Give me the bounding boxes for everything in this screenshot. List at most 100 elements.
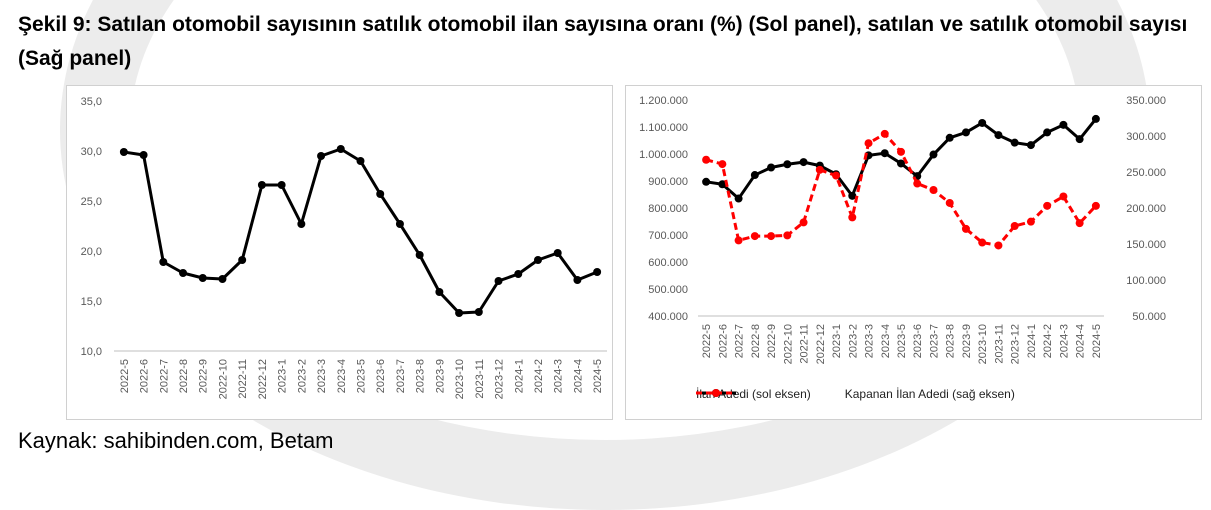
data-point-kapanan xyxy=(783,231,792,240)
data-point xyxy=(395,220,404,228)
data-point-kapanan xyxy=(832,171,841,180)
x-tick-label: 2023-1 xyxy=(277,359,289,393)
x-tick-label: 2023-8 xyxy=(415,359,427,393)
y-tick-label: 20,0 xyxy=(81,246,102,258)
x-tick-label: 2024-1 xyxy=(513,359,525,393)
data-point xyxy=(474,308,483,316)
x-tick-label: 2022-6 xyxy=(717,324,729,358)
x-tick-label: 2023-3 xyxy=(316,359,328,393)
x-tick-label: 2023-5 xyxy=(356,359,368,393)
data-point-kapanan xyxy=(913,179,922,188)
data-point-kapanan xyxy=(994,241,1003,250)
data-point-kapanan xyxy=(961,224,970,233)
chart-legend: İlan Adedi (sol eksen) Kapanan İlan Aded… xyxy=(696,387,1043,401)
data-point-ilan xyxy=(961,128,970,137)
data-point xyxy=(198,274,207,282)
data-point-ilan xyxy=(783,160,792,169)
y-left-tick-label: 1.200.000 xyxy=(639,95,688,107)
figure-title: Şekil 9: Satılan otomobil sayısının satı… xyxy=(18,13,1188,70)
y-left-tick-label: 1.100.000 xyxy=(639,122,688,134)
y-tick-label: 15,0 xyxy=(81,296,102,308)
data-point xyxy=(119,148,128,156)
y-right-tick-label: 250.000 xyxy=(1126,167,1166,179)
x-tick-label: 2023-3 xyxy=(864,324,876,358)
data-point-ilan xyxy=(734,194,743,203)
x-tick-label: 2024-5 xyxy=(592,359,604,393)
y-left-tick-label: 1.000.000 xyxy=(639,149,688,161)
data-point xyxy=(336,145,345,153)
x-tick-label: 2023-6 xyxy=(912,324,924,358)
y-right-tick-label: 150.000 xyxy=(1126,239,1166,251)
data-point-kapanan xyxy=(1043,201,1052,210)
data-point xyxy=(573,276,582,284)
x-tick-label: 2022-8 xyxy=(178,359,190,393)
data-point xyxy=(139,151,148,159)
data-point-kapanan xyxy=(702,155,711,164)
series-line-oran xyxy=(123,147,598,315)
x-tick-label: 2023-1 xyxy=(831,324,843,358)
x-tick-label: 2023-7 xyxy=(395,359,407,393)
data-point xyxy=(415,251,424,259)
x-tick-label: 2023-7 xyxy=(928,324,940,358)
data-point-kapanan xyxy=(750,232,759,241)
data-point-kapanan xyxy=(718,160,727,169)
data-point-kapanan xyxy=(897,147,905,156)
y-right-tick-label: 50.000 xyxy=(1132,311,1166,323)
y-left-tick-label: 900.000 xyxy=(648,176,688,188)
y-tick-label: 10,0 xyxy=(81,346,102,358)
x-tick-label: 2024-1 xyxy=(1026,324,1038,358)
data-point-kapanan xyxy=(767,232,776,241)
data-point-kapanan xyxy=(978,238,987,247)
x-tick-label: 2023-4 xyxy=(336,359,348,393)
data-point xyxy=(238,256,247,264)
y-tick-label: 25,0 xyxy=(81,196,102,208)
y-tick-label: 30,0 xyxy=(81,146,102,158)
x-tick-label: 2024-2 xyxy=(1042,324,1054,358)
data-point-ilan xyxy=(994,131,1003,140)
data-point xyxy=(356,157,365,165)
x-tick-label: 2022-6 xyxy=(139,359,151,393)
data-point-ilan xyxy=(1026,141,1035,150)
data-point xyxy=(376,190,385,198)
data-point-ilan xyxy=(929,150,938,159)
x-tick-label: 2022-9 xyxy=(198,359,210,393)
y-left-tick-label: 700.000 xyxy=(648,230,688,242)
source-note: Kaynak: sahibinden.com, Betam xyxy=(18,428,334,453)
series-line-ilan-adedi xyxy=(705,117,1098,201)
y-right-tick-label: 100.000 xyxy=(1126,275,1166,287)
data-point-ilan xyxy=(767,163,776,172)
x-tick-label: 2023-8 xyxy=(945,324,957,358)
x-tick-label: 2023-11 xyxy=(993,324,1005,364)
x-tick-label: 2022-10 xyxy=(217,359,229,399)
data-point-kapanan xyxy=(929,186,938,194)
data-point xyxy=(455,309,464,317)
y-left-tick-label: 600.000 xyxy=(648,257,688,269)
data-point-ilan xyxy=(897,159,905,168)
x-tick-label: 2023-5 xyxy=(896,324,908,358)
x-tick-label: 2024-2 xyxy=(533,359,545,393)
x-tick-label: 2022-12 xyxy=(815,324,827,364)
data-point xyxy=(257,181,266,189)
x-tick-label: 2024-4 xyxy=(1075,324,1087,358)
data-point-ilan xyxy=(1091,114,1100,123)
data-point-kapanan xyxy=(864,139,873,148)
y-left-tick-label: 400.000 xyxy=(648,311,688,323)
data-point-ilan xyxy=(945,133,954,142)
data-point xyxy=(297,220,306,228)
y-left-tick-label: 500.000 xyxy=(648,284,688,296)
y-right-tick-label: 350.000 xyxy=(1126,95,1166,107)
legend-label-kapanan: Kapanan İlan Adedi (sağ eksen) xyxy=(844,387,1015,401)
data-point-ilan xyxy=(848,191,857,200)
data-point-ilan xyxy=(1010,138,1019,147)
data-point-kapanan xyxy=(815,165,824,174)
x-tick-label: 2022-11 xyxy=(799,324,811,364)
x-tick-label: 2022-11 xyxy=(237,359,249,399)
data-point xyxy=(435,288,444,296)
x-tick-label: 2024-3 xyxy=(1058,324,1070,358)
data-point-ilan xyxy=(799,158,808,167)
data-point xyxy=(553,249,562,257)
x-tick-label: 2023-10 xyxy=(977,324,989,364)
data-point-ilan xyxy=(702,177,711,186)
data-point-kapanan xyxy=(1010,222,1019,230)
y-tick-label: 35,0 xyxy=(81,96,102,108)
